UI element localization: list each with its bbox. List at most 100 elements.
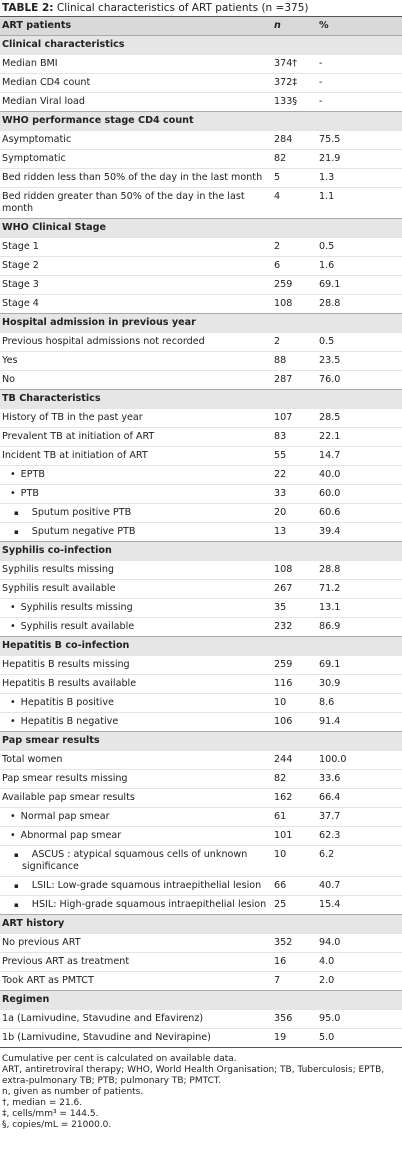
percent-cell: 76.0 [315, 370, 402, 390]
data-row: No 287 76.0 [0, 370, 402, 390]
row-label: Sputum positive PTB [0, 503, 270, 523]
column-header: ART patients [0, 16, 270, 36]
data-row: Hepatitis B results available 116 30.9 [0, 674, 402, 694]
section-heading: WHO performance stage CD4 count [0, 111, 402, 131]
percent-cell: 1.3 [315, 168, 402, 188]
footnotes: Cumulative per cent is calculated on ava… [0, 1048, 402, 1131]
count-cell: 259 [270, 275, 315, 295]
row-label-text: Stage 2 [2, 260, 39, 271]
percent-cell: 22.1 [315, 427, 402, 447]
row-label: Stage 3 [0, 275, 270, 295]
footnote: Cumulative per cent is calculated on ava… [2, 1054, 237, 1064]
percent-cell: 15.4 [315, 895, 402, 915]
count-cell: 55 [270, 446, 315, 466]
title-label: TABLE 2: [2, 2, 54, 14]
data-row: Syphilis result available 267 71.2 [0, 579, 402, 599]
data-row: Yes 88 23.5 [0, 351, 402, 371]
row-label-text: Bed ridden greater than 50% of the day i… [2, 191, 245, 214]
footnote: n, given as number of patients. [2, 1087, 144, 1097]
section-row: WHO Clinical Stage [0, 218, 402, 238]
section-heading: Hospital admission in previous year [0, 313, 402, 333]
count-cell: 133§ [270, 92, 315, 112]
row-label: Hepatitis B positive [0, 693, 270, 713]
data-row: Median Viral load 133§ - [0, 92, 402, 112]
row-label: Asymptomatic [0, 130, 270, 150]
data-row: Asymptomatic 284 75.5 [0, 130, 402, 150]
data-row: Hepatitis B results missing 259 69.1 [0, 655, 402, 675]
data-row: Symptomatic 82 21.9 [0, 149, 402, 169]
footnote: §, copies/mL = 21000.0. [2, 1120, 112, 1130]
count-cell: 374† [270, 54, 315, 74]
percent-cell: 8.6 [315, 693, 402, 713]
percent-cell: - [315, 92, 402, 112]
row-label: Syphilis result available [0, 617, 270, 637]
row-label: Hepatitis B results available [0, 674, 270, 694]
percent-cell: 30.9 [315, 674, 402, 694]
count-cell: 284 [270, 130, 315, 150]
count-cell: 2 [270, 332, 315, 352]
percent-cell: 94.0 [315, 933, 402, 953]
percent-cell: 40.0 [315, 465, 402, 485]
row-label: Symptomatic [0, 149, 270, 169]
row-label: Bed ridden greater than 50% of the day i… [0, 187, 270, 219]
count-cell: 106 [270, 712, 315, 732]
count-cell: 7 [270, 971, 315, 991]
row-label: Total women [0, 750, 270, 770]
row-label-text: LSIL: Low-grade squamous intraepithelial… [31, 880, 262, 891]
section-heading: Clinical characteristics [0, 35, 402, 55]
row-label-text: Sputum positive PTB [31, 507, 132, 518]
row-label: Sputum negative PTB [0, 522, 270, 542]
percent-cell: 28.8 [315, 294, 402, 314]
data-row: Bed ridden greater than 50% of the day i… [0, 187, 402, 219]
row-label: Took ART as PMTCT [0, 971, 270, 991]
count-cell: 82 [270, 769, 315, 789]
data-row: Took ART as PMTCT 7 2.0 [0, 971, 402, 991]
section-row: TB Characteristics [0, 389, 402, 409]
row-label-text: 1b (Lamivudine, Stavudine and Nevirapine… [2, 1032, 211, 1043]
percent-cell: 60.6 [315, 503, 402, 523]
row-label-text: Median BMI [2, 58, 58, 69]
percent-cell: 5.0 [315, 1028, 402, 1048]
row-label: Hepatitis B results missing [0, 655, 270, 675]
count-cell: 372‡ [270, 73, 315, 93]
percent-cell: 69.1 [315, 275, 402, 295]
row-label-text: No [2, 374, 16, 385]
row-label: No previous ART [0, 933, 270, 953]
count-cell: 108 [270, 560, 315, 580]
data-row: Median BMI 374† - [0, 54, 402, 74]
row-label-text: Yes [2, 355, 18, 366]
section-heading: WHO Clinical Stage [0, 218, 402, 238]
percent-cell: - [315, 73, 402, 93]
row-label: PTB [0, 484, 270, 504]
data-row: ASCUS : atypical squamous cells of unkno… [0, 845, 402, 877]
column-header: % [315, 16, 402, 36]
row-label-text: Syphilis results missing [20, 602, 133, 613]
row-label: Median BMI [0, 54, 270, 74]
percent-cell: 37.7 [315, 807, 402, 827]
data-row: Stage 4 108 28.8 [0, 294, 402, 314]
row-label: LSIL: Low-grade squamous intraepithelial… [0, 876, 270, 896]
row-label: Median CD4 count [0, 73, 270, 93]
row-label: Stage 4 [0, 294, 270, 314]
percent-cell: 71.2 [315, 579, 402, 599]
section-heading: Pap smear results [0, 731, 402, 751]
table-title: TABLE 2: Clinical characteristics of ART… [0, 0, 402, 16]
row-label-text: Previous ART as treatment [2, 956, 130, 967]
row-label-text: Hepatitis B positive [20, 697, 114, 708]
count-cell: 356 [270, 1009, 315, 1029]
count-cell: 5 [270, 168, 315, 188]
count-cell: 82 [270, 149, 315, 169]
percent-cell: 33.6 [315, 769, 402, 789]
row-label-text: Stage 1 [2, 241, 39, 252]
data-row: Syphilis results missing 108 28.8 [0, 560, 402, 580]
section-heading: Regimen [0, 990, 402, 1010]
count-cell: 25 [270, 895, 315, 915]
row-label: Prevalent TB at initiation of ART [0, 427, 270, 447]
count-cell: 33 [270, 484, 315, 504]
row-label: EPTB [0, 465, 270, 485]
data-row: Previous ART as treatment 16 4.0 [0, 952, 402, 972]
percent-cell: 62.3 [315, 826, 402, 846]
data-row: Bed ridden less than 50% of the day in t… [0, 168, 402, 188]
